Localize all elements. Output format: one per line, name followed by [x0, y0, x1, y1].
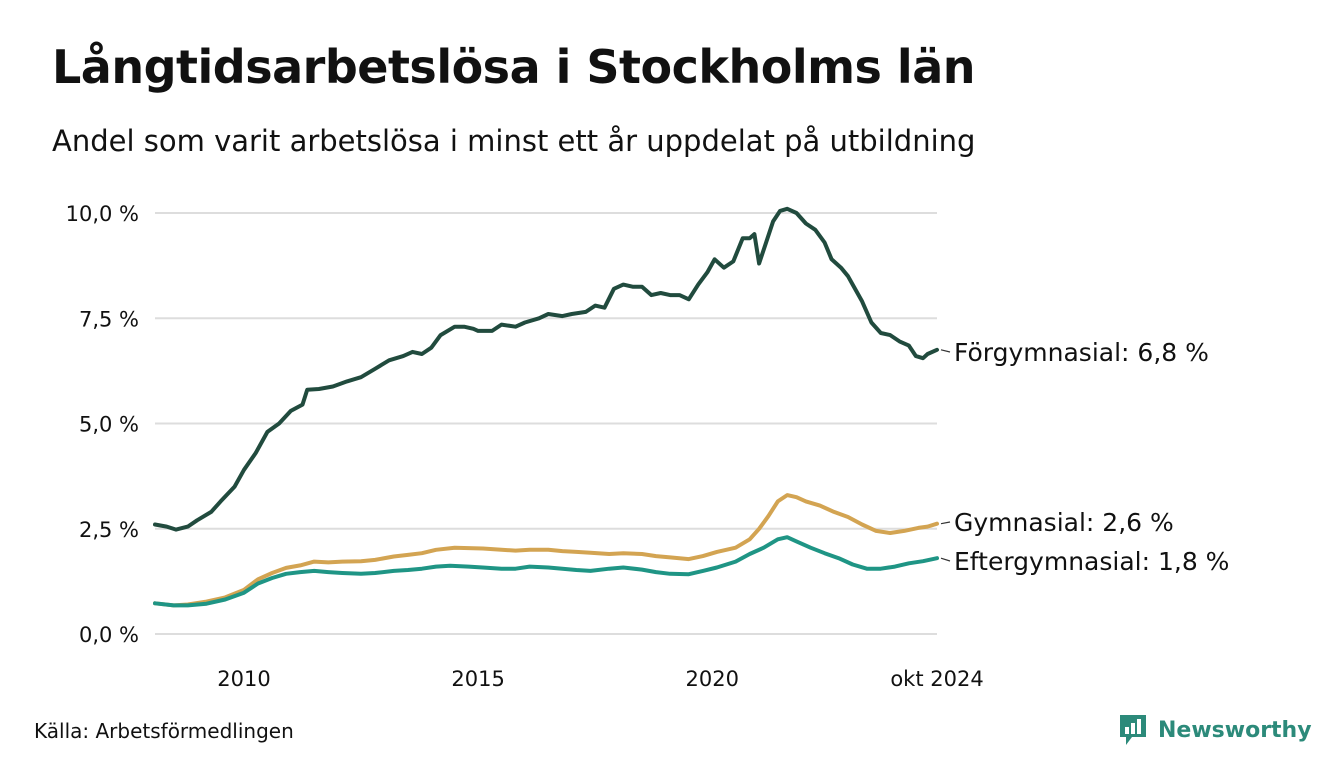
source-note: Källa: Arbetsförmedlingen: [34, 719, 294, 743]
newsworthy-logo-icon: [1120, 715, 1146, 745]
x-tick-label: 2015: [451, 667, 504, 691]
brand-name: Newsworthy: [1158, 717, 1312, 743]
chart-title: Långtidsarbetslösa i Stockholms län: [52, 40, 975, 94]
series-line-eftergymnasial: [153, 535, 939, 608]
series-line-gymnasial: [153, 493, 939, 608]
label-layer: Förgymnasial: 6,8 % Gymnasial: 2,6 % Efter…: [940, 338, 1229, 576]
x-tick-label: okt 2024: [890, 667, 983, 691]
series-line-forgymnasial: [153, 206, 939, 532]
line-layer: [153, 206, 939, 608]
y-tick-label: 5,0 %: [79, 413, 139, 437]
y-tick-label: 7,5 %: [79, 307, 139, 331]
x-tick-label: 2010: [217, 667, 270, 691]
grid-layer: [155, 212, 937, 635]
y-tick-label: 2,5 %: [79, 518, 139, 542]
brand-logo[interactable]: Newsworthy: [1118, 712, 1312, 748]
tick-layer: 0,0 % 2,5 % 5,0 % 7,5 % 10,0 % 2010 2015 2020 ok…: [66, 202, 984, 691]
end-label-forgymnasial: Förgymnasial: 6,8 %: [954, 338, 1209, 367]
chart-subtitle: Andel som varit arbetslösa i minst ett å…: [52, 124, 976, 158]
y-tick-label: 0,0 %: [79, 623, 139, 647]
y-tick-label: 10,0 %: [66, 202, 139, 226]
end-label-eftergymnasial: Eftergymnasial: 1,8 %: [954, 547, 1229, 576]
leader-line-eftergymnasial: [940, 557, 951, 562]
end-label-gymnasial: Gymnasial: 2,6 %: [954, 508, 1174, 537]
leader-line-forgymnasial: [940, 349, 951, 353]
x-tick-label: 2020: [686, 667, 739, 691]
leader-line-gymnasial: [940, 521, 951, 525]
